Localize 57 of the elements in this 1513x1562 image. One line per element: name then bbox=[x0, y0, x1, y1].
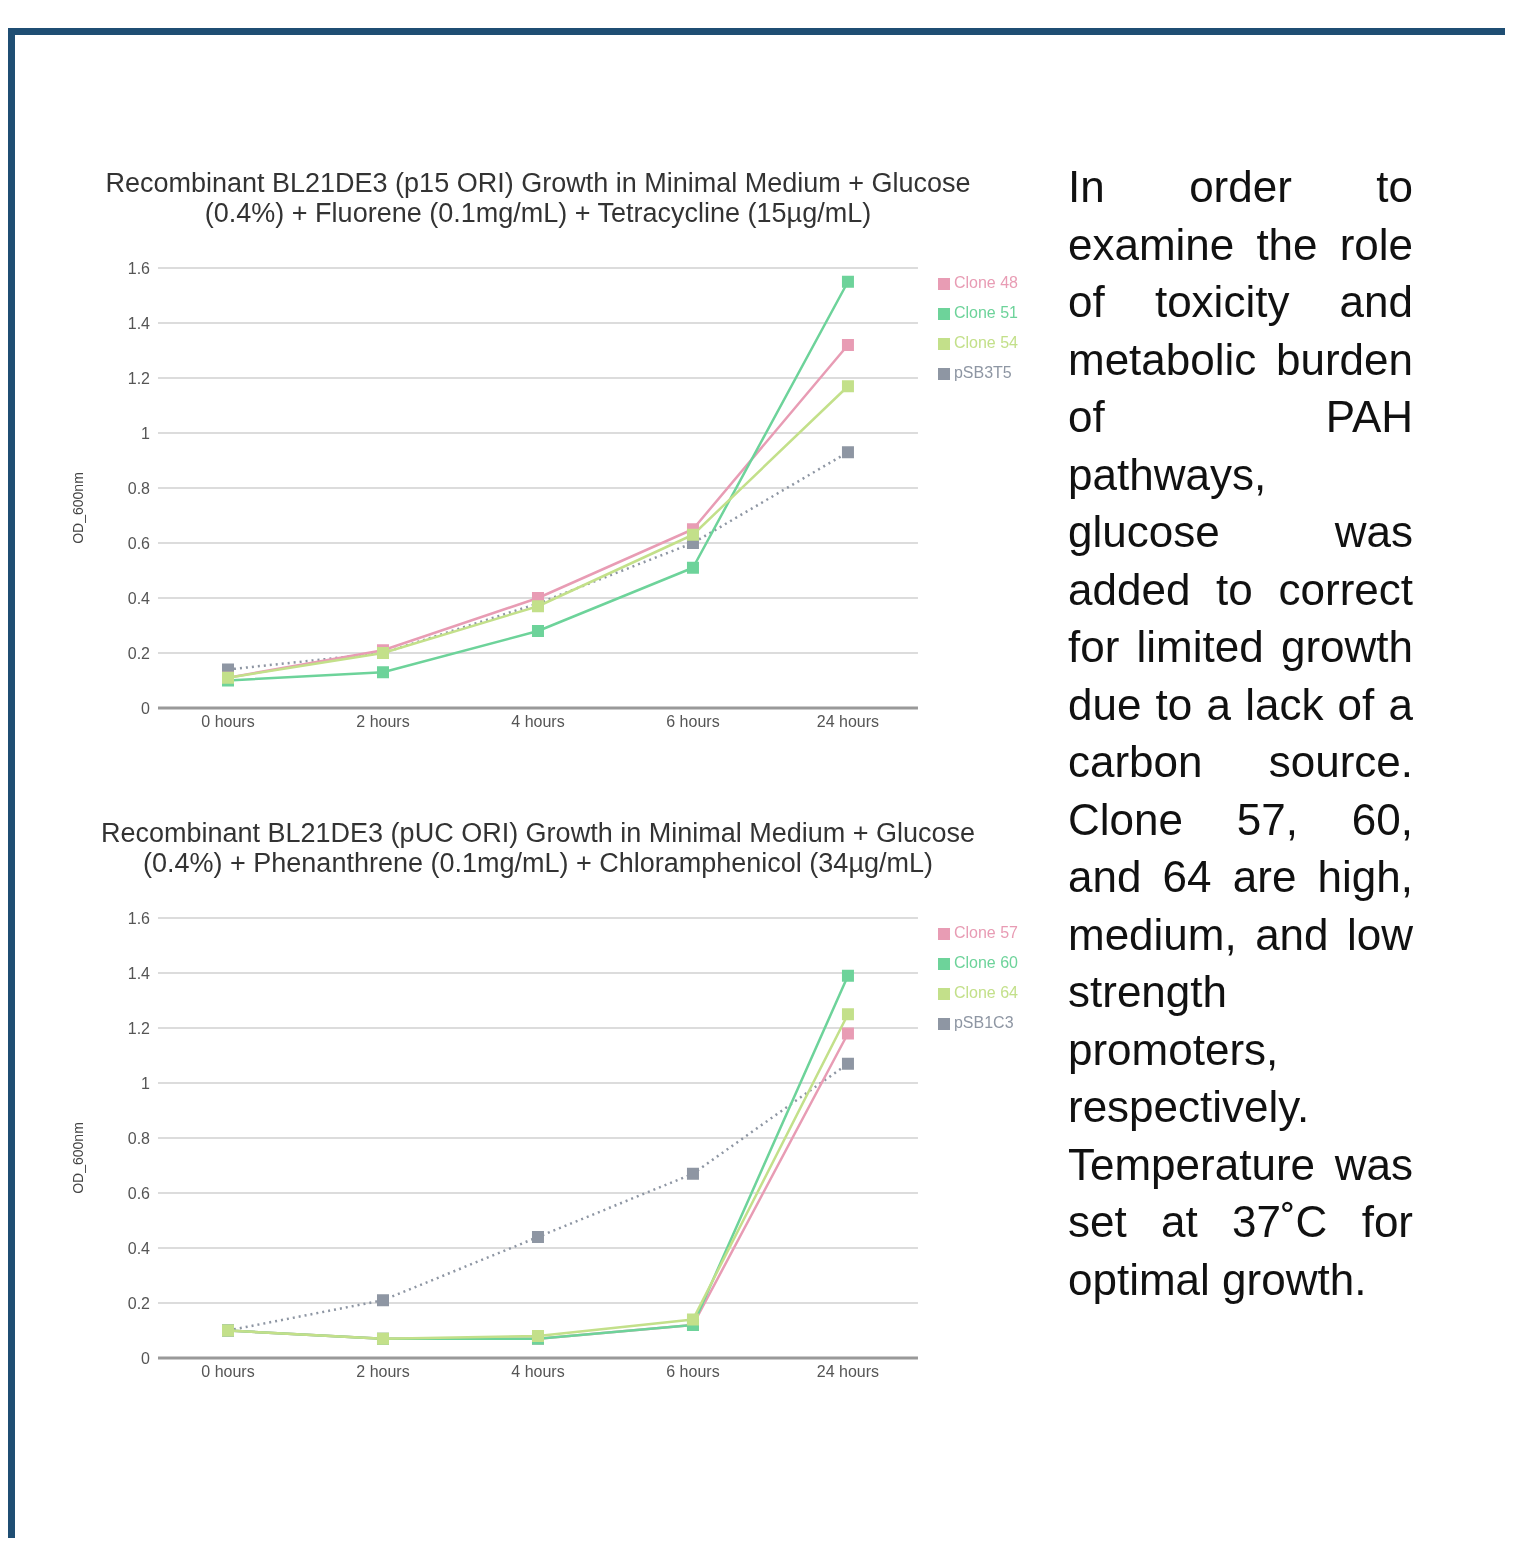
y-tick-label: 1.6 bbox=[127, 259, 151, 277]
legend-label: pSB1C3 bbox=[953, 1014, 1014, 1031]
y-tick-label: 0.6 bbox=[127, 534, 151, 552]
point bbox=[376, 666, 389, 679]
y-tick-label: 0.2 bbox=[127, 1294, 151, 1312]
y-axis-title: OD_600nm bbox=[70, 472, 86, 544]
point bbox=[531, 625, 544, 637]
y-tick-label: 0.6 bbox=[127, 1184, 151, 1202]
x-tick-label: 2 hours bbox=[356, 1363, 410, 1381]
point bbox=[841, 1008, 854, 1021]
x-tick-label: 24 hours bbox=[816, 1363, 880, 1381]
y-tick-label: 1.2 bbox=[127, 1019, 151, 1037]
y-tick-label: 1.6 bbox=[127, 909, 151, 927]
point bbox=[841, 1027, 854, 1040]
legend-label: Clone 48 bbox=[953, 274, 1018, 291]
y-tick-label: 1 bbox=[141, 1074, 151, 1092]
chart-title: Recombinant BL21DE3 (p15 ORI) Growth in Minimal Medium + Glucose (0.4%) + Fluorene (0.1mg/mL) + Tetracycline (15µg/mL) bbox=[104, 168, 972, 230]
x-tick-label: 6 hours bbox=[666, 1363, 720, 1381]
point bbox=[841, 339, 854, 351]
point bbox=[686, 528, 699, 541]
x-tick-label: 4 hours bbox=[511, 713, 565, 731]
point bbox=[686, 1167, 699, 1180]
x-tick-label: 4 hours bbox=[511, 1363, 565, 1381]
x-tick-label: 6 hours bbox=[666, 713, 720, 731]
point bbox=[841, 275, 854, 288]
point bbox=[841, 1057, 854, 1070]
y-tick-label: 0.2 bbox=[127, 644, 151, 662]
legend-label: Clone 51 bbox=[953, 304, 1018, 321]
y-tick-label: 0 bbox=[141, 699, 151, 717]
point bbox=[841, 969, 854, 982]
y-tick-label: 0 bbox=[141, 1349, 151, 1367]
legend-label: Clone 60 bbox=[953, 954, 1018, 971]
chart-title: Recombinant BL21DE3 (pUC ORI) Growth in Minimal Medium + Glucose (0.4%) + Phenanthrene (0.1mg/mL) + Chloramphenicol (34µg/mL) bbox=[99, 818, 977, 880]
point bbox=[686, 1313, 699, 1326]
y-axis-title: OD_600nm bbox=[70, 1122, 86, 1194]
legend-label: Clone 54 bbox=[953, 334, 1018, 351]
y-tick-label: 1.4 bbox=[127, 314, 151, 332]
y-tick-label: 1.4 bbox=[127, 964, 151, 982]
point bbox=[841, 446, 854, 459]
legend-label: pSB3T5 bbox=[953, 364, 1012, 381]
x-tick-label: 24 hours bbox=[816, 713, 880, 731]
x-tick-label: 0 hours bbox=[201, 713, 255, 731]
point bbox=[531, 1231, 544, 1243]
y-tick-label: 0.8 bbox=[127, 1129, 151, 1147]
point bbox=[841, 380, 854, 393]
point bbox=[686, 561, 699, 574]
y-tick-label: 1 bbox=[141, 424, 151, 442]
y-tick-label: 0.8 bbox=[127, 479, 151, 497]
point bbox=[376, 1294, 389, 1307]
y-tick-label: 0.4 bbox=[127, 589, 151, 607]
y-tick-label: 1.2 bbox=[127, 369, 151, 387]
y-tick-label: 0.4 bbox=[127, 1239, 151, 1257]
legend-label: Clone 64 bbox=[953, 984, 1018, 1001]
legend-label: Clone 57 bbox=[953, 924, 1018, 941]
text: In order to examine the role of toxicity and metabolic burden of PAH pathways, glucose was added to correct for limited growth due to a lack of a carbon source. Clone 57, 60, and 64 are high, medium, and low strength promoters, respectively. Temperature was set at 37˚C for optimal growth. bbox=[1068, 162, 1413, 1304]
x-tick-label: 0 hours bbox=[201, 1363, 255, 1381]
x-tick-label: 2 hours bbox=[356, 713, 410, 731]
